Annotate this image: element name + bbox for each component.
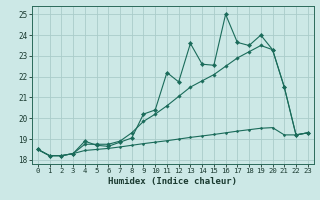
X-axis label: Humidex (Indice chaleur): Humidex (Indice chaleur) (108, 177, 237, 186)
